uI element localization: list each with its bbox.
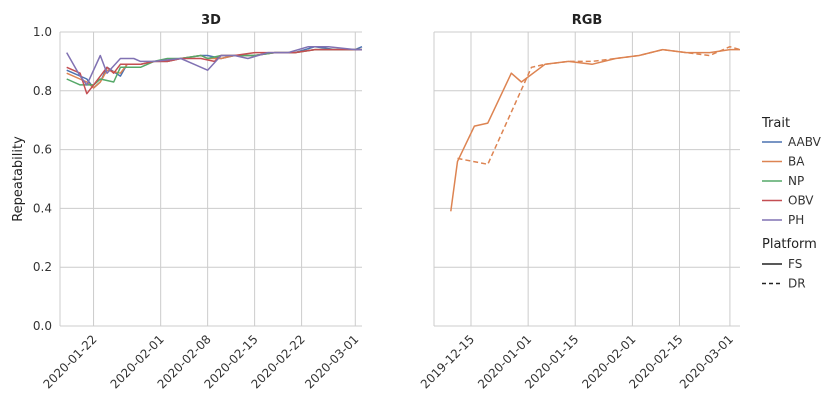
y-tick-label: 0.8 [33,84,52,98]
x-tick-label: 2019-12-15 [418,332,477,391]
x-tick-label: 2020-03-01 [302,332,361,391]
series-line-np-fs [66,48,362,86]
legend-title-platform: Platform [762,237,817,252]
legend-label-np: NP [788,174,804,188]
y-tick-label: 0.0 [33,319,52,333]
y-tick-label: 1.0 [33,25,52,39]
x-tick-label: 2020-03-01 [677,332,736,391]
series-line-ba-fs [450,48,740,212]
x-tick-label: 2020-01-22 [40,332,99,391]
legend-title-trait: Trait [761,116,790,131]
y-tick-label: 0.2 [33,260,52,274]
series-line-ba-dr [457,45,741,166]
panel-title: 3D [201,13,221,28]
series-line-obv-fs [66,48,362,95]
legend-label-aabv: AABV [788,135,822,149]
legend-label-fs: FS [788,257,802,271]
legend-label-ph: PH [788,213,804,227]
legend-label-ba: BA [788,155,805,169]
series-line-ph-fs [66,45,362,86]
y-axis-label: Repeatability [11,136,26,222]
legend-label-obv: OBV [788,194,814,208]
y-tick-label: 0.4 [33,201,52,215]
legend-label-dr: DR [788,277,806,291]
panel-title: RGB [572,13,603,28]
y-tick-label: 0.6 [33,143,52,157]
